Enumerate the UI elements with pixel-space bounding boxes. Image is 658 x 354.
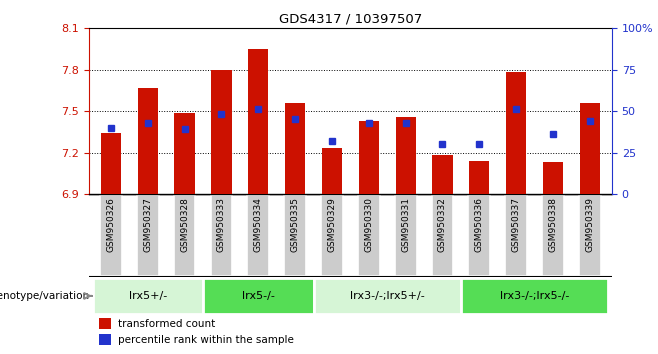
Bar xyxy=(138,88,158,194)
Text: GSM950330: GSM950330 xyxy=(365,197,373,252)
Text: GSM950331: GSM950331 xyxy=(401,197,410,252)
FancyBboxPatch shape xyxy=(358,195,380,276)
FancyBboxPatch shape xyxy=(314,278,461,314)
Text: GSM950332: GSM950332 xyxy=(438,197,447,252)
Bar xyxy=(322,148,342,194)
Text: GSM950327: GSM950327 xyxy=(143,197,152,252)
Text: GSM950337: GSM950337 xyxy=(512,197,520,252)
Text: GSM950334: GSM950334 xyxy=(254,197,263,252)
Bar xyxy=(506,73,526,194)
FancyBboxPatch shape xyxy=(174,195,195,276)
FancyBboxPatch shape xyxy=(321,195,343,276)
Text: lrx3-/-;lrx5+/-: lrx3-/-;lrx5+/- xyxy=(350,291,424,301)
Bar xyxy=(99,318,111,329)
Text: GSM950329: GSM950329 xyxy=(328,197,336,252)
Bar xyxy=(469,161,490,194)
Text: GSM950328: GSM950328 xyxy=(180,197,189,252)
Bar xyxy=(99,334,111,346)
FancyBboxPatch shape xyxy=(211,195,232,276)
FancyBboxPatch shape xyxy=(461,278,608,314)
Bar xyxy=(285,103,305,194)
Bar xyxy=(211,70,232,194)
FancyBboxPatch shape xyxy=(579,195,601,276)
Bar xyxy=(432,155,453,194)
FancyBboxPatch shape xyxy=(93,278,203,314)
FancyBboxPatch shape xyxy=(468,195,490,276)
FancyBboxPatch shape xyxy=(100,195,122,276)
Text: lrx5-/-: lrx5-/- xyxy=(242,291,275,301)
FancyBboxPatch shape xyxy=(432,195,453,276)
FancyBboxPatch shape xyxy=(284,195,306,276)
FancyBboxPatch shape xyxy=(247,195,269,276)
Text: lrx3-/-;lrx5-/-: lrx3-/-;lrx5-/- xyxy=(500,291,569,301)
Text: transformed count: transformed count xyxy=(118,319,215,329)
Bar xyxy=(248,49,268,194)
Title: GDS4317 / 10397507: GDS4317 / 10397507 xyxy=(279,13,422,26)
Bar xyxy=(174,113,195,194)
Bar xyxy=(580,103,600,194)
Text: GSM950326: GSM950326 xyxy=(107,197,115,252)
Text: GSM950338: GSM950338 xyxy=(549,197,557,252)
FancyBboxPatch shape xyxy=(395,195,417,276)
Bar xyxy=(101,133,121,194)
Text: percentile rank within the sample: percentile rank within the sample xyxy=(118,335,293,344)
Text: GSM950336: GSM950336 xyxy=(475,197,484,252)
Text: GSM950335: GSM950335 xyxy=(291,197,299,252)
FancyBboxPatch shape xyxy=(542,195,564,276)
FancyBboxPatch shape xyxy=(137,195,159,276)
Bar xyxy=(543,162,563,194)
Text: GSM950339: GSM950339 xyxy=(586,197,594,252)
Text: genotype/variation: genotype/variation xyxy=(0,291,89,301)
FancyBboxPatch shape xyxy=(505,195,527,276)
Text: lrx5+/-: lrx5+/- xyxy=(129,291,167,301)
Text: GSM950333: GSM950333 xyxy=(217,197,226,252)
FancyBboxPatch shape xyxy=(203,278,314,314)
Bar xyxy=(359,121,379,194)
Bar xyxy=(395,117,416,194)
